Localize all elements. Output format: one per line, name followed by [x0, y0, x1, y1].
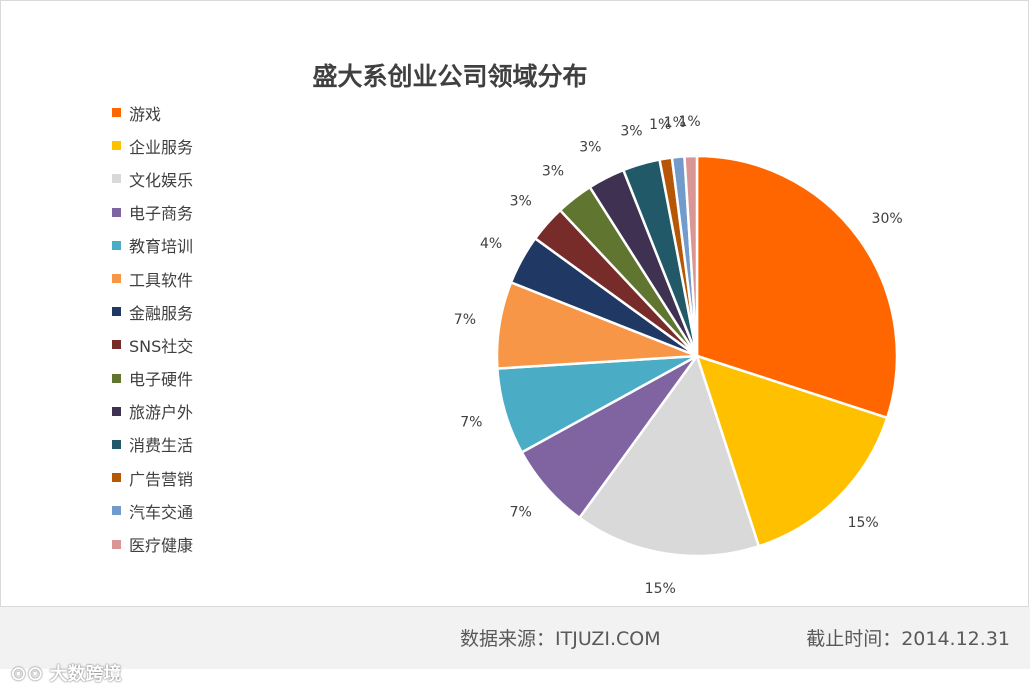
legend-swatch [112, 207, 121, 217]
data-label: 7% [460, 415, 482, 431]
pie-chart: 30%15%15%7%7%7%4%3%3%3%3% 1%1%1% [454, 114, 903, 597]
legend-swatch [112, 141, 121, 151]
legend-swatch [112, 108, 121, 118]
legend-item: 工具软件 [112, 262, 193, 295]
logo-icon: ⊙⊙ [10, 661, 44, 685]
legend-item: 电子商务 [112, 196, 193, 229]
data-label: 7% [510, 504, 532, 520]
data-label: 7% [454, 312, 476, 328]
legend-swatch [112, 406, 121, 416]
data-source: 数据来源：ITJUZI.COM [460, 628, 661, 650]
legend-label: 电子商务 [129, 204, 194, 224]
legend-label: 旅游户外 [129, 403, 194, 423]
legend-label: 广告营销 [129, 469, 194, 489]
legend-item: 汽车交通 [112, 494, 193, 527]
legend-label: 文化娱乐 [129, 170, 194, 190]
data-label: 1% [679, 114, 701, 130]
footer-band [0, 607, 1030, 669]
legend-item: 金融服务 [112, 295, 193, 328]
data-label: 1% [649, 117, 671, 133]
legend-label: 金融服务 [129, 303, 194, 323]
legend-swatch [112, 506, 121, 516]
legend-swatch [112, 340, 121, 350]
data-label: 3% [510, 194, 532, 210]
legend-label: 消费生活 [129, 436, 194, 456]
legend-label: 企业服务 [129, 137, 194, 157]
legend-swatch [112, 240, 121, 250]
data-label: 15% [645, 581, 676, 597]
legend-swatch [112, 373, 121, 383]
legend-item: 医疗健康 [112, 527, 193, 560]
data-label: 4% [480, 236, 502, 252]
watermark-text: 大数跨境 [49, 664, 122, 685]
data-label: 30% [872, 211, 903, 227]
legend-swatch [112, 307, 121, 317]
cutoff-date: 截止时间：2014.12.31 [806, 628, 1010, 650]
data-label: 3% [579, 140, 601, 156]
legend-swatch [112, 174, 121, 184]
legend-item: 企业服务 [112, 129, 193, 162]
legend-label: 游戏 [129, 104, 162, 124]
legend-item: 电子硬件 [112, 362, 193, 395]
legend-item: 文化娱乐 [112, 162, 193, 195]
watermark: ⊙⊙ 大数跨境 [10, 660, 122, 686]
data-label: 15% [848, 515, 879, 531]
pie-slice [695, 154, 899, 420]
legend-label: 教育培训 [129, 237, 194, 257]
legend-label: 工具软件 [129, 270, 194, 290]
legend-swatch [112, 473, 121, 483]
legend-label: 电子硬件 [129, 370, 194, 390]
chart-title: 盛大系创业公司领域分布 [312, 62, 588, 91]
pie-slice [577, 353, 761, 558]
legend-item: 游戏 [112, 96, 193, 129]
legend-swatch [112, 274, 121, 284]
legend-label: 医疗健康 [129, 536, 194, 556]
pie-slice [683, 154, 699, 357]
legend-item: 消费生活 [112, 428, 193, 461]
legend-item: 教育培训 [112, 229, 193, 262]
legend-item: 广告营销 [112, 461, 193, 494]
legend-label: SNS社交 [129, 336, 194, 356]
legend-swatch [112, 539, 121, 549]
data-label: 3% [542, 163, 564, 179]
legend-label: 汽车交通 [129, 502, 194, 522]
data-label: 1% [664, 115, 686, 131]
legend-item: SNS社交 [112, 328, 193, 361]
legend-swatch [112, 439, 121, 449]
legend-item: 旅游户外 [112, 395, 193, 428]
data-label: 3% [620, 123, 642, 139]
legend: 游戏企业服务文化娱乐电子商务教育培训工具软件金融服务 SNS社交电子硬件旅游户外消… [112, 96, 193, 561]
